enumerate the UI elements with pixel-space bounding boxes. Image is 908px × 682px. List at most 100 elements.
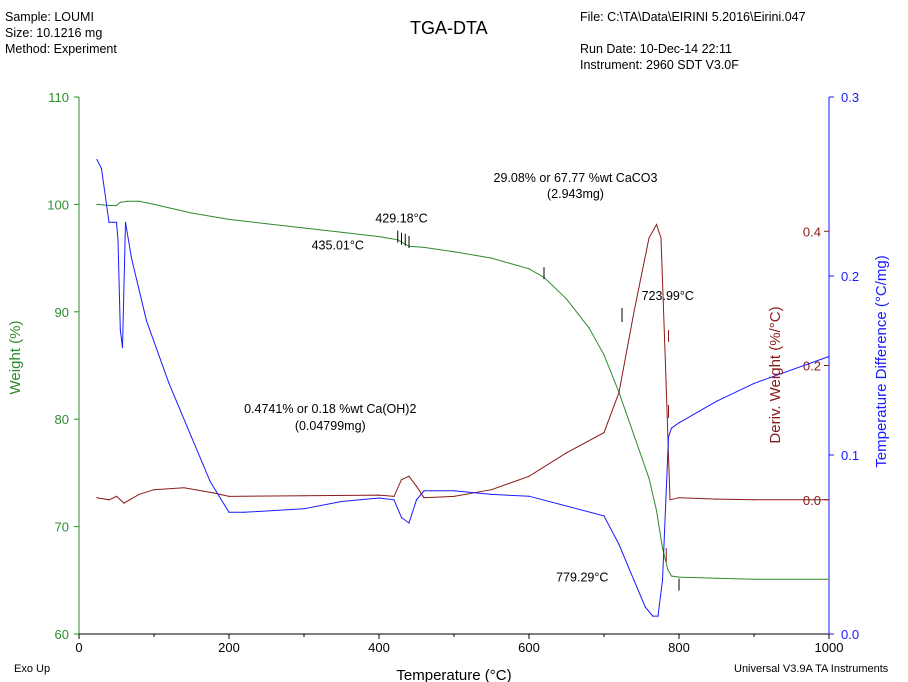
weight-curve-point (828, 578, 830, 580)
weight-curve-point (715, 577, 718, 579)
temp-diff-curve-point (119, 329, 121, 331)
weight-curve-point (565, 298, 568, 300)
chart-title: TGA-DTA (410, 18, 488, 38)
weight-curve-point (603, 354, 605, 356)
annotation-label: 723.99°C (642, 289, 694, 303)
temp-diff-curve-point (453, 490, 455, 492)
x-tick-label: 0 (75, 640, 82, 655)
x-tick-label: 200 (218, 640, 240, 655)
annotation-label: 429.18°C (375, 212, 427, 226)
deriv-axis-title: Deriv. Weight (%/°C) (767, 306, 784, 443)
weight-tick-label: 90 (55, 305, 69, 320)
temp-diff-curve-point (670, 427, 673, 429)
plot-frame (78, 97, 830, 635)
deriv-weight-curve-point (228, 495, 230, 497)
temp-diff-curve-point (190, 436, 193, 438)
deriv-weight-curve-point (393, 495, 395, 497)
weight-curve-point (228, 218, 230, 220)
step-markers (397, 230, 680, 591)
deriv-weight-curve-point (119, 499, 121, 501)
weight-curve-point (528, 268, 530, 270)
axis-ticks: 0 200 400 600 800 1000 60 70 80 90 100 110 0.0 0.2 0.4… (47, 90, 859, 655)
deriv-weight-curve-point (415, 485, 418, 487)
weight-tick-label: 100 (47, 197, 69, 212)
deriv-weight-curve-point (408, 475, 410, 477)
weight-curve-point (190, 212, 193, 214)
weight-curve-point (153, 203, 155, 205)
temp-diff-curve-point (228, 511, 230, 513)
weight-curve-point (96, 203, 98, 205)
deriv-weight-curve-point (96, 497, 98, 499)
deriv-tick-label: 0.2 (803, 359, 821, 374)
deriv-weight-curve-point (453, 495, 455, 497)
annotation-label: (2.943mg) (547, 187, 604, 201)
deriv-weight-curve-point (400, 479, 403, 481)
temp-diff-curve-point (828, 355, 830, 358)
weight-curve-point (138, 200, 140, 202)
temp-diff-tick-label: 0.0 (841, 627, 859, 642)
weight-curve-point (648, 477, 650, 479)
weight-curve-point (303, 227, 305, 229)
deriv-weight-curve-point (528, 475, 530, 477)
annotation-label: 0.4741% or 0.18 %wt Ca(OH)2 (244, 402, 416, 416)
deriv-weight-curve-point (669, 499, 671, 501)
deriv-weight-curve-point (753, 499, 755, 501)
temp-diff-curve-point (408, 522, 410, 524)
deriv-weight-curve-point (303, 495, 305, 497)
temp-diff-curve-point (415, 499, 418, 501)
deriv-weight-curve-point (423, 497, 425, 499)
exo-up-label: Exo Up (14, 663, 51, 675)
temp-diff-curve-point (430, 490, 433, 492)
deriv-weight-curve-point (633, 311, 635, 313)
temp-diff-curve-point (657, 615, 659, 617)
deriv-weight-curve-point (183, 487, 185, 489)
temp-diff-curve-point (209, 481, 211, 483)
deriv-weight-curve-point (603, 432, 605, 434)
temp-diff-curve-point (753, 382, 755, 384)
temp-diff-curve-point (652, 615, 654, 617)
temp-diff-curve-point (678, 422, 680, 424)
temp-diff-curve-point (378, 497, 380, 499)
deriv-weight-curve-point (618, 391, 620, 393)
temp-diff-curve-point (96, 159, 98, 161)
temp-diff-curve-point (644, 606, 646, 608)
temp-diff-axis-title: Temperature Difference (°C/mg) (873, 255, 890, 467)
x-tick-label: 600 (518, 640, 540, 655)
temp-diff-curve-point (423, 490, 425, 492)
weight-curve-point (108, 204, 110, 207)
temp-diff-curve-point (303, 508, 305, 510)
weight-curve-point (453, 251, 455, 253)
deriv-tick-label: 0.4 (803, 224, 821, 239)
deriv-weight-curve-point (565, 452, 568, 454)
weight-curve-point (661, 547, 664, 549)
temp-diff-curve-point (130, 257, 133, 259)
temp-diff-curve-point (108, 221, 110, 223)
temp-diff-curve-point (400, 517, 403, 519)
deriv-weight-curve-point (715, 498, 718, 500)
temp-diff-curve-point (117, 239, 119, 241)
software-label: Universal V3.9A TA Instruments (734, 663, 889, 675)
temp-diff-curve (96, 159, 830, 617)
weight-tick-label: 110 (48, 90, 69, 105)
temp-diff-curve-point (124, 221, 127, 223)
x-tick-label: 400 (368, 640, 390, 655)
weight-curve-point (655, 509, 658, 512)
weight-curve-point (633, 434, 635, 436)
weight-tick-label: 70 (55, 520, 69, 535)
x-tick-label: 800 (668, 640, 690, 655)
deriv-weight-curve-point (115, 495, 118, 497)
temp-diff-curve-point (661, 579, 664, 581)
annotation-label: (0.04799mg) (295, 419, 366, 433)
temp-diff-curve-point (715, 400, 718, 402)
weight-curve-point (265, 223, 268, 225)
temp-diff-curve-point (664, 508, 667, 510)
deriv-weight-curve-point (123, 502, 125, 504)
deriv-weight-curve-point (153, 489, 155, 491)
weight-curve-point (340, 231, 343, 233)
weight-curve-point (378, 236, 380, 238)
weight-curve-point (119, 201, 121, 203)
weight-tick-label: 60 (55, 627, 69, 642)
temp-diff-tick-label: 0.2 (841, 269, 859, 284)
weight-curve-point (588, 327, 590, 329)
